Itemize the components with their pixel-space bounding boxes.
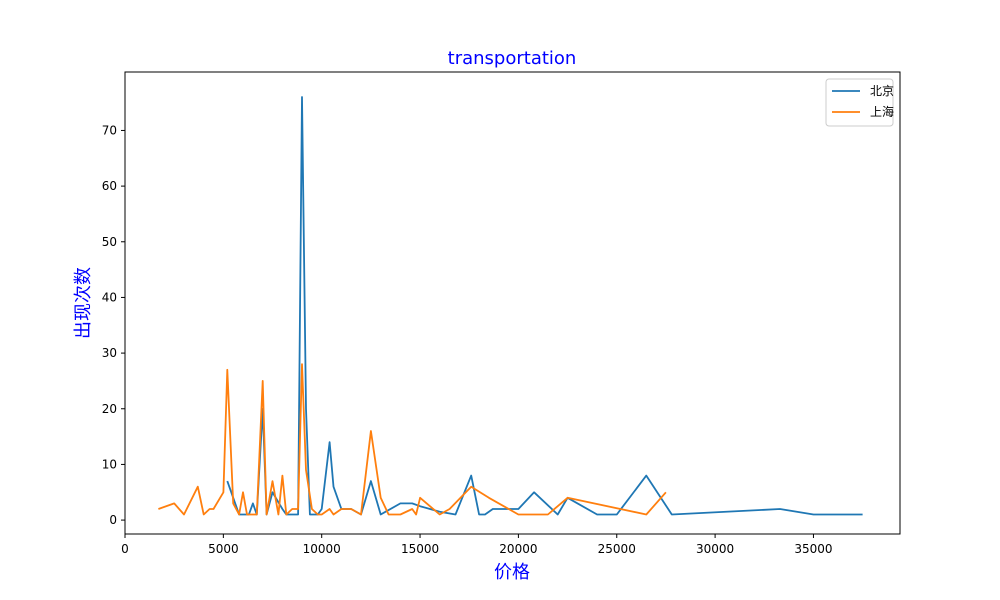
- y-tick-label: 50: [102, 235, 117, 249]
- x-tick-label: 35000: [794, 542, 832, 556]
- x-axis-label: 价格: [494, 562, 530, 583]
- x-tick-label: 25000: [598, 542, 636, 556]
- x-tick-label: 15000: [401, 542, 439, 556]
- y-axis-label: 出现次数: [73, 267, 94, 339]
- y-axis: 0 10 20 30 40 50 60 70: [102, 123, 125, 527]
- legend-label: 上海: [870, 104, 894, 119]
- y-tick-label: 20: [102, 402, 117, 416]
- x-tick-label: 30000: [696, 542, 734, 556]
- y-tick-label: 10: [102, 457, 117, 471]
- x-tick-label: 5000: [208, 542, 239, 556]
- x-axis: 0 5000 10000 15000 20000 25000 30000 35000: [121, 534, 833, 556]
- plot-area: [124, 71, 901, 535]
- y-tick-label: 60: [102, 179, 117, 193]
- plot-frame: [124, 71, 901, 535]
- legend-label: 北京: [870, 84, 894, 98]
- x-tick-label: 20000: [499, 542, 537, 556]
- series-group: [158, 96, 863, 516]
- series-line-1: [158, 363, 667, 516]
- y-tick-label: 70: [102, 123, 117, 137]
- x-tick-label: 10000: [303, 542, 341, 556]
- x-tick-label: 0: [121, 542, 129, 556]
- y-tick-label: 0: [109, 513, 117, 527]
- chart-title: transportation: [448, 48, 577, 69]
- y-tick-label: 30: [102, 346, 117, 360]
- y-tick-label: 40: [102, 290, 117, 304]
